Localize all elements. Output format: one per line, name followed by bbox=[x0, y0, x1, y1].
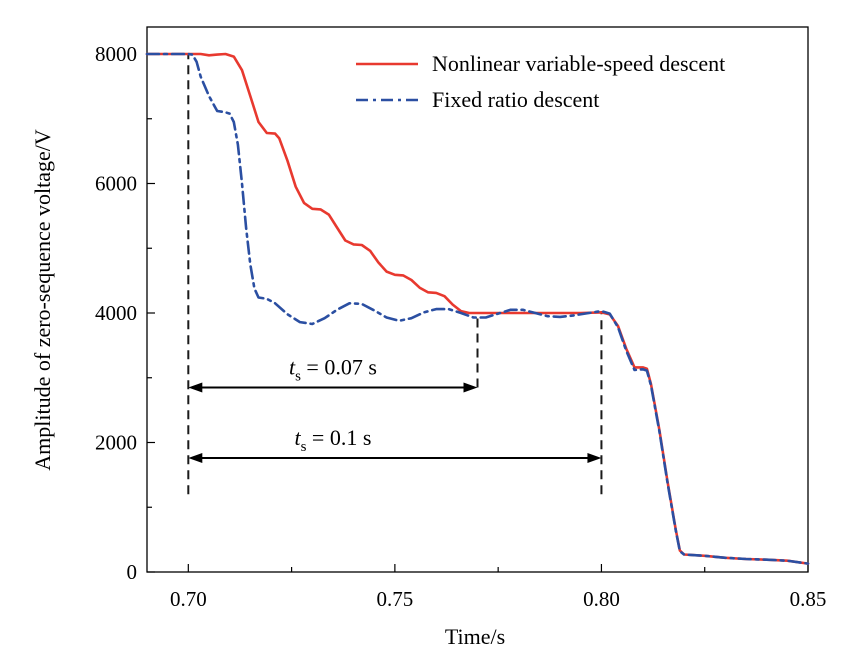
x-tick-label: 0.75 bbox=[377, 587, 414, 611]
x-axis-label: Time/s bbox=[445, 624, 505, 649]
annotation-arrowhead-right bbox=[463, 382, 478, 393]
y-ticks: 0 2000 4000 6000 8000 bbox=[95, 42, 155, 584]
y-tick-label: 4000 bbox=[95, 301, 137, 325]
annotation-label: ts = 0.1 s bbox=[294, 425, 371, 455]
x-tick-label: 0.70 bbox=[170, 587, 207, 611]
y-tick-label: 8000 bbox=[95, 42, 137, 66]
annotation-arrowhead-right bbox=[587, 453, 602, 464]
annotation-value: = 0.1 s bbox=[306, 425, 371, 450]
series-lines bbox=[145, 52, 810, 565]
annotation-symbol: t bbox=[289, 355, 296, 380]
annotation-arrowhead-left bbox=[188, 382, 203, 393]
annotation-value: = 0.07 s bbox=[301, 355, 377, 380]
marker-lines bbox=[187, 54, 603, 495]
x-tick-label: 0.85 bbox=[790, 587, 827, 611]
annotation-label: ts = 0.07 s bbox=[289, 355, 377, 385]
annotations: ts = 0.07 sts = 0.1 s bbox=[188, 355, 602, 464]
series-line-nonlinear bbox=[145, 52, 810, 565]
plot-frame bbox=[146, 26, 809, 573]
y-tick-label: 0 bbox=[127, 560, 138, 584]
annotation-symbol: t bbox=[294, 425, 301, 450]
legend-label-nonlinear: Nonlinear variable-speed descent bbox=[432, 51, 725, 76]
annotation-subscript: s bbox=[295, 369, 301, 385]
annotation-subscript: s bbox=[301, 439, 307, 455]
legend: Nonlinear variable-speed descent Fixed r… bbox=[356, 51, 725, 112]
y-axis-label: Amplitude of zero-sequence voltage/V bbox=[30, 129, 55, 471]
x-ticks: 0.70 0.75 0.80 0.85 bbox=[170, 564, 826, 611]
series-line-fixed-ratio bbox=[145, 52, 810, 565]
y-tick-label: 2000 bbox=[95, 431, 137, 455]
legend-label-fixed: Fixed ratio descent bbox=[432, 87, 599, 112]
x-tick-label: 0.80 bbox=[583, 587, 620, 611]
annotation-arrowhead-left bbox=[188, 453, 203, 464]
y-tick-label: 6000 bbox=[95, 172, 137, 196]
